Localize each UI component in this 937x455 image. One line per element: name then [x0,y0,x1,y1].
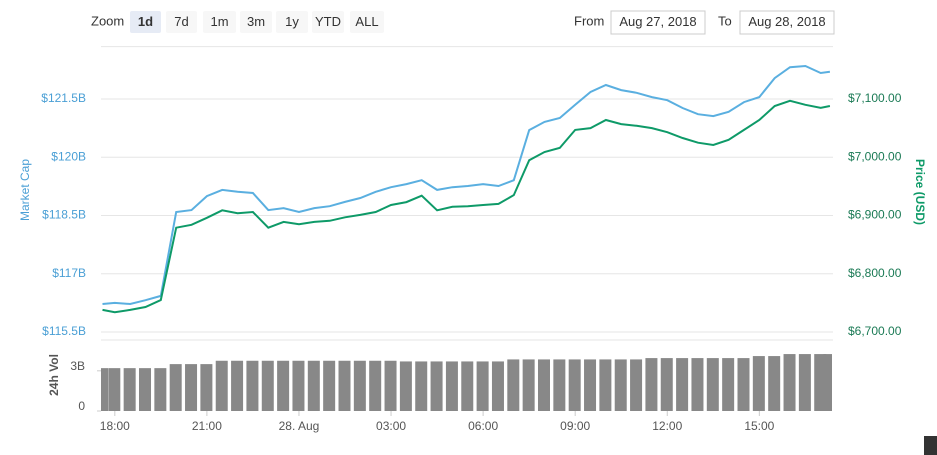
volume-bar [338,360,351,411]
x-tick-label: 06:00 [468,419,498,433]
x-tick-label: 21:00 [192,419,222,433]
volume-bar [399,361,412,411]
volume-bar [307,360,320,411]
volume-bar [537,359,550,411]
volume-bar [261,360,274,411]
volume-bar [185,364,198,411]
zoom-button[interactable] [312,11,344,33]
zoom-button-label: ALL [355,14,378,29]
y2-tick-label: $6,800.00 [848,266,902,280]
from-value: Aug 27, 2018 [619,14,696,29]
volume-bar [101,368,109,411]
zoom-button-label: 7d [174,14,188,29]
volume-bar [691,358,704,411]
volume-bar [430,361,443,411]
volume-bar [139,368,152,411]
from-label: From [574,13,604,28]
volume-bar [123,368,136,411]
volume-tick-label: 3B [70,359,85,373]
zoom-button[interactable] [240,11,272,33]
volume-bar [353,360,366,411]
y2-tick-label: $6,900.00 [848,208,902,222]
series-line [102,64,831,306]
volume-bar [722,358,735,411]
volume-bar [599,359,612,411]
y2-axis-title: Price (USD) [913,159,927,225]
volume-bar [476,361,489,411]
y-tick-label: $115.5B [42,324,86,338]
zoom-label: Zoom [91,13,124,28]
volume-bar [200,364,213,411]
volume-bar [823,354,832,411]
y2-tick-label: $6,700.00 [848,324,902,338]
zoom-button-label: 1y [285,14,299,29]
volume-bar [169,364,182,411]
zoom-button-label: 3m [247,14,265,29]
volume-bar [491,361,504,411]
from-input[interactable] [610,10,706,35]
y-axis-title: Market Cap [18,159,32,221]
volume-bar [768,356,781,411]
y-tick-label: $121.5B [41,91,86,105]
volume-bar [630,359,643,411]
volume-axis-title: 24h Vol [47,354,61,396]
volume-bar [384,360,397,411]
zoom-button-label: 1d [138,14,153,29]
volume-bar [706,358,719,411]
volume-bar [292,360,305,411]
zoom-button[interactable] [130,11,161,33]
zoom-button[interactable] [276,11,308,33]
volume-bar [553,359,566,411]
volume-bar [369,360,382,411]
volume-bar [798,354,811,411]
y-tick-label: $120B [51,149,86,163]
volume-bar [215,360,228,411]
x-tick-label: 09:00 [560,419,590,433]
volume-bar [507,359,520,411]
y-tick-label: $118.5B [42,208,86,222]
corner-widget [924,436,937,455]
volume-bar [568,359,581,411]
zoom-button-label: YTD [315,14,341,29]
y2-tick-label: $7,000.00 [848,149,902,163]
volume-bar [277,360,290,411]
y-tick-label: $117B [52,266,86,280]
volume-bar [323,360,336,411]
volume-bar [614,359,627,411]
volume-bar [737,358,750,411]
series-line [102,99,831,314]
x-tick-label: 15:00 [744,419,774,433]
y2-tick-label: $7,100.00 [848,91,902,105]
volume-bar [783,354,796,411]
volume-bar [231,360,244,411]
volume-bar [522,359,535,411]
volume-bar [108,368,121,411]
volume-tick-label: 0 [78,399,85,413]
x-tick-label: 12:00 [652,419,682,433]
volume-bar [415,361,428,411]
volume-bar [584,359,597,411]
volume-bar [461,361,474,411]
to-value: Aug 28, 2018 [748,14,825,29]
zoom-button[interactable] [350,11,384,33]
volume-bar [660,358,673,411]
to-input[interactable] [739,10,835,35]
zoom-button[interactable] [166,11,197,33]
volume-bar [246,360,259,411]
volume-bar [445,361,458,411]
x-tick-label: 18:00 [100,419,130,433]
volume-bar [752,356,765,411]
to-label: To [718,13,732,28]
volume-bar [154,368,167,411]
zoom-button-label: 1m [210,14,228,29]
x-tick-label: 28. Aug [279,419,320,433]
volume-bar [676,358,689,411]
volume-bar [814,354,827,411]
x-tick-label: 03:00 [376,419,406,433]
volume-bar [645,358,658,411]
zoom-button[interactable] [203,11,236,33]
